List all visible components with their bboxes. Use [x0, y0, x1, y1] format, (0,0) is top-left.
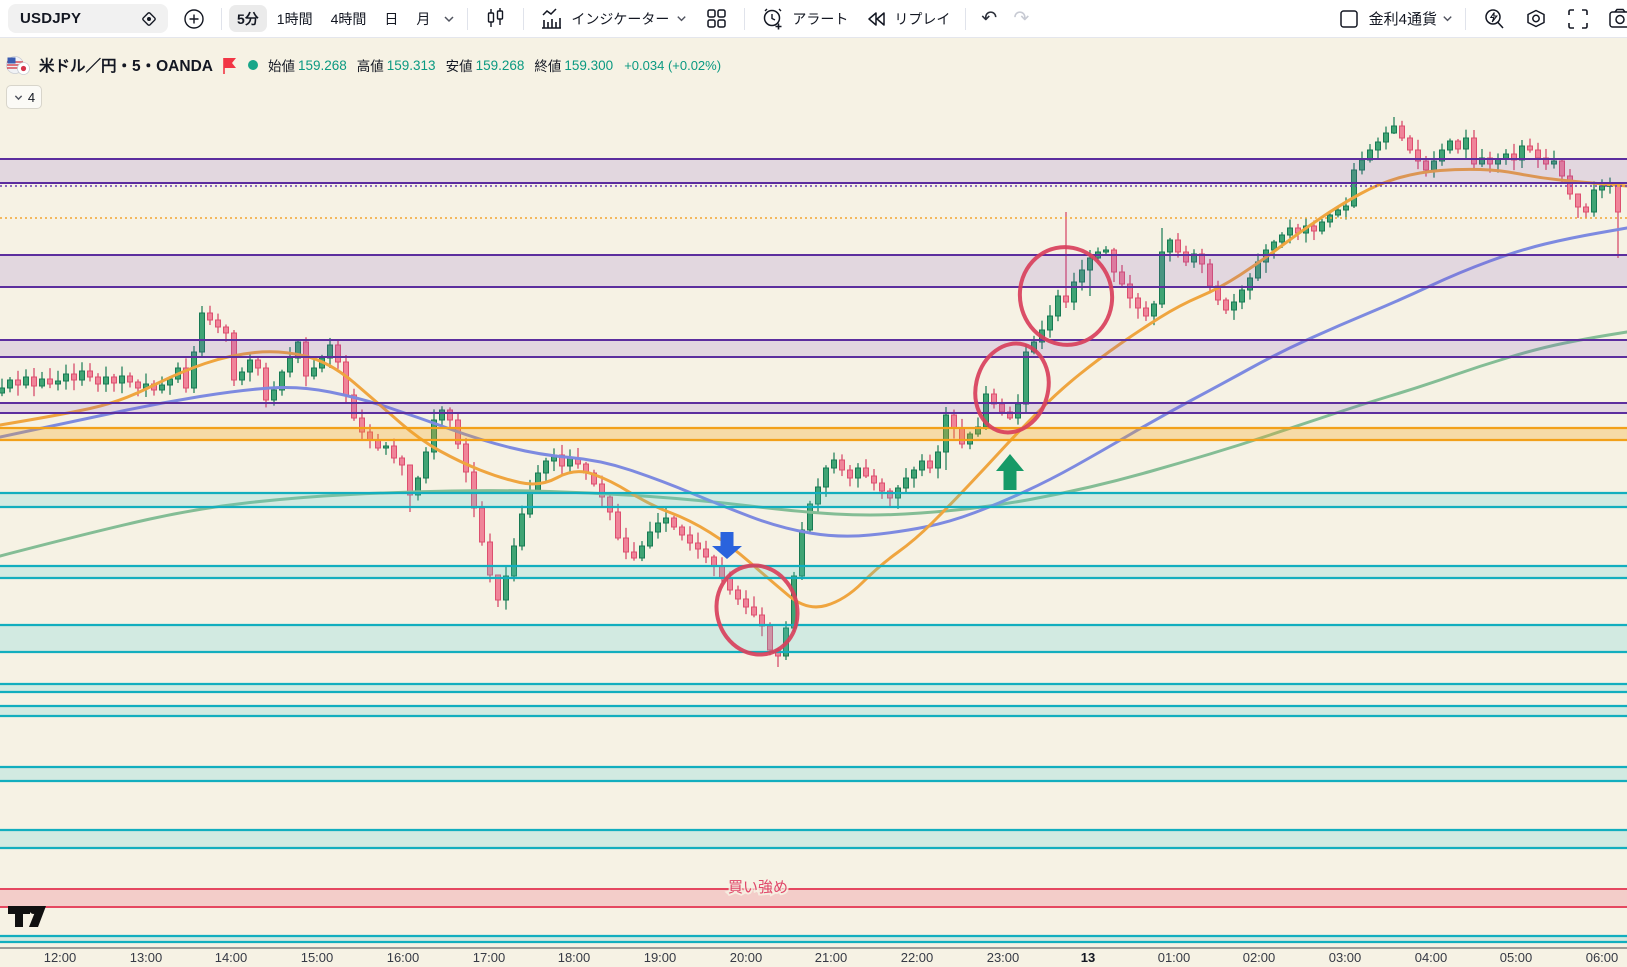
settings-gear-icon[interactable]: [1515, 5, 1557, 33]
time-label: 13: [1081, 950, 1095, 965]
indicators-button[interactable]: インジケーター: [531, 5, 696, 33]
symbol-info-row: 米ドル／円・5・OANDA 始値159.268 高値159.313 安値159.26…: [6, 50, 721, 80]
time-label: 03:00: [1329, 950, 1362, 965]
ohlc-field: 終値159.300: [534, 55, 613, 75]
symbol-name: USDJPY: [20, 10, 81, 27]
chart-type-candles-button[interactable]: [475, 5, 516, 33]
compare-add-symbol-button[interactable]: [174, 5, 214, 33]
time-label: 23:00: [987, 950, 1020, 965]
indicators-label: インジケーター: [571, 9, 669, 29]
time-label: 17:00: [473, 950, 506, 965]
interval-button[interactable]: 日: [376, 5, 406, 32]
band-note-label[interactable]: 買い強め: [728, 879, 788, 896]
replay-button[interactable]: リプレイ: [856, 5, 958, 33]
camera-screenshot-icon[interactable]: [1599, 5, 1627, 33]
time-label: 06:00: [1586, 950, 1619, 965]
fullscreen-icon[interactable]: [1557, 5, 1599, 33]
indicators-icon: [539, 6, 565, 32]
flag-marker-icon[interactable]: [222, 57, 238, 74]
time-label: 18:00: [558, 950, 591, 965]
redo-button[interactable]: ↷: [1005, 5, 1037, 33]
symbol-search-button[interactable]: USDJPY: [8, 4, 168, 33]
symbol-title[interactable]: 米ドル／円・5・OANDA: [39, 54, 213, 76]
interval-buttons: 5分1時間4時間日月: [229, 5, 438, 32]
divider: [523, 8, 524, 30]
time-label: 01:00: [1158, 950, 1191, 965]
time-label: 14:00: [215, 950, 248, 965]
moving-averages-layer: [0, 169, 1627, 607]
indicators-chevron-down-icon[interactable]: [675, 12, 688, 25]
ohlc-field: 始値159.268: [268, 55, 347, 75]
time-label: 05:00: [1500, 950, 1533, 965]
up-arrow-annotation[interactable]: [996, 454, 1024, 490]
price-change: +0.034 (+0.02%): [624, 58, 721, 73]
ohlc-field: 安値159.268: [446, 55, 525, 75]
layout-grid-icon[interactable]: [696, 5, 737, 33]
indicators-collapse-badge[interactable]: 4: [6, 85, 42, 109]
ohlc-values: 始値159.268 高値159.313 安値159.268 終値159.300: [268, 55, 613, 75]
replay-rewind-icon: [864, 7, 888, 31]
layout-square-icon[interactable]: [1329, 5, 1369, 33]
replay-label: リプレイ: [894, 9, 950, 29]
layout-name[interactable]: 金利4通貨: [1369, 8, 1437, 29]
divider: [965, 8, 966, 30]
diamond-marker-icon[interactable]: [138, 8, 160, 30]
time-label: 04:00: [1415, 950, 1448, 965]
ohlc-field: 高値159.313: [357, 55, 436, 75]
divider: [1465, 8, 1466, 30]
time-label: 22:00: [901, 950, 934, 965]
top-toolbar: USDJPY 5分1時間4時間日月 インジケーター: [0, 0, 1627, 38]
support-resistance-bands-layer[interactable]: [0, 159, 1627, 942]
time-label: 16:00: [387, 950, 420, 965]
time-label: 13:00: [130, 950, 163, 965]
time-label: 21:00: [815, 950, 848, 965]
price-chart-canvas[interactable]: 買い強め 12:00 13:00 14:00 15:00 16:00 17:00 18:00…: [0, 0, 1627, 967]
interval-button[interactable]: 月: [408, 5, 438, 32]
time-label: 12:00: [44, 950, 77, 965]
time-label: 15:00: [301, 950, 334, 965]
divider: [744, 8, 745, 30]
alert-label: アラート: [792, 9, 848, 29]
time-axis[interactable]: 12:00 13:00 14:00 15:00 16:00 17:00 18:00 19:00…: [44, 950, 1619, 965]
tradingview-logo[interactable]: [8, 906, 46, 927]
interval-button[interactable]: 4時間: [323, 5, 375, 32]
time-label: 02:00: [1243, 950, 1276, 965]
chevron-down-icon: [13, 92, 24, 103]
interval-button[interactable]: 1時間: [269, 5, 321, 32]
indicators-count: 4: [28, 90, 35, 105]
quick-search-icon[interactable]: [1473, 5, 1515, 33]
divider: [467, 8, 468, 30]
alert-clock-icon: [760, 6, 786, 32]
time-label: 20:00: [730, 950, 763, 965]
candles-layer: [0, 117, 1621, 667]
interval-chevron-down-icon[interactable]: [438, 5, 460, 33]
time-label: 19:00: [644, 950, 677, 965]
currency-pair-flags-icon: [6, 54, 30, 76]
market-open-dot-icon: [247, 59, 259, 71]
undo-button[interactable]: ↶: [973, 5, 1005, 33]
alert-button[interactable]: アラート: [752, 5, 856, 33]
divider: [221, 8, 222, 30]
interval-button[interactable]: 5分: [229, 5, 267, 32]
layout-chevron-down-icon[interactable]: [1437, 5, 1458, 33]
